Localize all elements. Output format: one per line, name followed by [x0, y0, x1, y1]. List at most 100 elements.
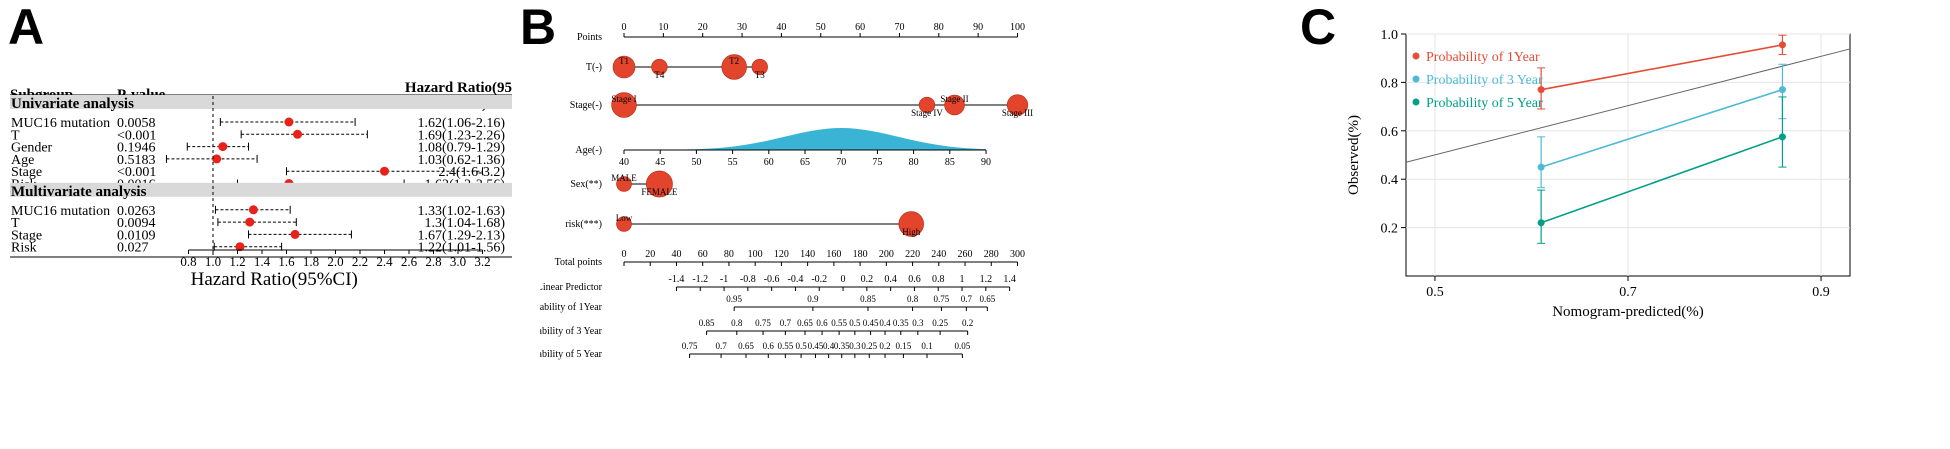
axis-tick-label: 30 — [737, 22, 747, 33]
axis-tick-label: 0.5 — [849, 318, 861, 328]
level-label: MALE — [611, 173, 637, 183]
y-tick-label: 0.6 — [1381, 125, 1399, 140]
axis-tick-label: 0.65 — [738, 341, 754, 351]
nomogram-row-label: risk(***) — [565, 219, 602, 230]
axis-tick-label: 10 — [658, 22, 668, 33]
hr-point — [235, 242, 245, 252]
x-tick-label: 1.0 — [205, 254, 221, 269]
axis-tick-label: 0.7 — [961, 294, 973, 304]
axis-tick-label: 0.15 — [896, 341, 912, 351]
row-pvalue: 0.0109 — [117, 228, 156, 243]
row-label: Risk — [11, 241, 37, 256]
nomogram-row-label: Points — [577, 32, 602, 43]
axis-tick-label: 0.7 — [715, 341, 727, 351]
x-tick-label: 2.6 — [401, 254, 418, 269]
level-dot — [612, 55, 636, 79]
axis-tick-label: 0.8 — [932, 274, 945, 285]
axis-tick-label: 160 — [826, 249, 841, 260]
section-band — [10, 95, 512, 109]
row-pvalue: 0.027 — [117, 241, 149, 256]
section-title: Univariate analysis — [11, 96, 134, 112]
axis-tick-label: 0.4 — [884, 274, 897, 285]
series-line — [1540, 44, 1783, 91]
x-tick-label: 3.2 — [474, 254, 490, 269]
axis-tick-label: 0.6 — [763, 341, 775, 351]
axis-tick-label: 0.35 — [834, 341, 850, 351]
axis-tick-label: 70 — [894, 22, 904, 33]
row-hr-text: 1.69(1.23-2.26) — [418, 128, 506, 143]
legend-marker — [1412, 52, 1420, 60]
axis-tick-label: 55 — [728, 157, 738, 168]
axis-tick-label: 0.85 — [860, 294, 876, 304]
row-pvalue: <0.001 — [117, 128, 156, 143]
row-pvalue: 0.0058 — [117, 116, 156, 131]
age-density — [624, 128, 987, 150]
axis-tick-label: 200 — [879, 249, 894, 260]
row-hr-text: 1.67(1.29-2.13) — [418, 228, 506, 243]
axis-tick-label: 0.65 — [979, 294, 995, 304]
level-dot — [944, 94, 965, 116]
x-tick-label: 1.2 — [229, 254, 245, 269]
series-point — [1778, 133, 1786, 141]
series-line — [1540, 88, 1783, 168]
axis-tick-label: 0.8 — [731, 318, 743, 328]
diagonal-line — [1405, 48, 1851, 163]
y-tick-label: 0.2 — [1381, 222, 1399, 237]
nomogram-row-label: Probability of 3 Year — [540, 326, 603, 337]
axis-tick-label: 80 — [934, 22, 944, 33]
level-label: T4 — [654, 70, 664, 80]
axis-tick-label: 0.75 — [682, 341, 698, 351]
axis-tick-label: 0.6 — [816, 318, 828, 328]
axis-tick-label: 0.65 — [797, 318, 813, 328]
panel-a-label: A — [8, 0, 45, 55]
axis-tick-label: 220 — [905, 249, 920, 260]
axis-tick-label: -0.2 — [811, 274, 827, 285]
row-label: MUC16 mutation — [11, 204, 110, 219]
axis-tick-label: 0.85 — [699, 318, 715, 328]
y-tick-label: 0.8 — [1381, 76, 1399, 91]
hr-point — [212, 154, 222, 164]
row-hr-text: 1.62(1.06-2.16) — [418, 116, 506, 131]
hr-point — [290, 229, 300, 239]
axis-tick-label: -0.8 — [740, 274, 756, 285]
nomogram-row-label: Age(-) — [575, 145, 602, 156]
y-tick-label: 1.0 — [1381, 28, 1399, 43]
row-pvalue: 0.5183 — [117, 153, 156, 168]
axis-tick-label: 60 — [855, 22, 865, 33]
axis-tick-label: 60 — [698, 249, 708, 260]
axis-tick-label: -0.4 — [788, 274, 804, 285]
x-tick-label: 1.8 — [303, 254, 319, 269]
axis-tick-label: 90 — [973, 22, 983, 33]
axis-tick-label: -1.2 — [692, 274, 708, 285]
axis-tick-label: 0.35 — [893, 318, 909, 328]
axis-tick-label: 280 — [984, 249, 999, 260]
legend-label: Probability of 3 Year — [1426, 73, 1543, 88]
series-point — [1537, 219, 1545, 227]
axis-tick-label: 0 — [622, 22, 627, 33]
x-tick-label: 2.2 — [352, 254, 368, 269]
row-hr-text: 1.08(0.79-1.29) — [418, 141, 506, 156]
nomogram-row-label: Probability of 5 Year — [540, 349, 603, 360]
forest-plot: SubgroupP-valueHazard Ratio(95%CI)Univar… — [10, 80, 512, 290]
axis-tick-label: 80 — [724, 249, 734, 260]
axis-tick-label: 0.2 — [861, 274, 874, 285]
axis-tick-label: 1.2 — [980, 274, 993, 285]
axis-tick-label: 40 — [776, 22, 786, 33]
axis-tick-label: 0.6 — [908, 274, 921, 285]
axis-tick-label: 100 — [1010, 22, 1025, 33]
axis-tick-label: 0.45 — [808, 341, 824, 351]
axis-tick-label: 0.3 — [849, 341, 861, 351]
x-tick-label: 0.7 — [1619, 285, 1637, 300]
series-point — [1778, 41, 1786, 49]
row-hr-text: 2.4(1.6-3.2) — [439, 165, 506, 180]
x-tick-label: 0.8 — [180, 254, 196, 269]
level-label: T2 — [729, 56, 739, 66]
axis-tick-label: -1.4 — [669, 274, 685, 285]
series-point — [1778, 86, 1786, 94]
section-band — [10, 182, 512, 197]
axis-tick-label: 1.4 — [1003, 274, 1016, 285]
axis-tick-label: 0.55 — [777, 341, 793, 351]
row-label: Stage — [11, 165, 42, 180]
axis-tick-label: 0.2 — [962, 318, 973, 328]
